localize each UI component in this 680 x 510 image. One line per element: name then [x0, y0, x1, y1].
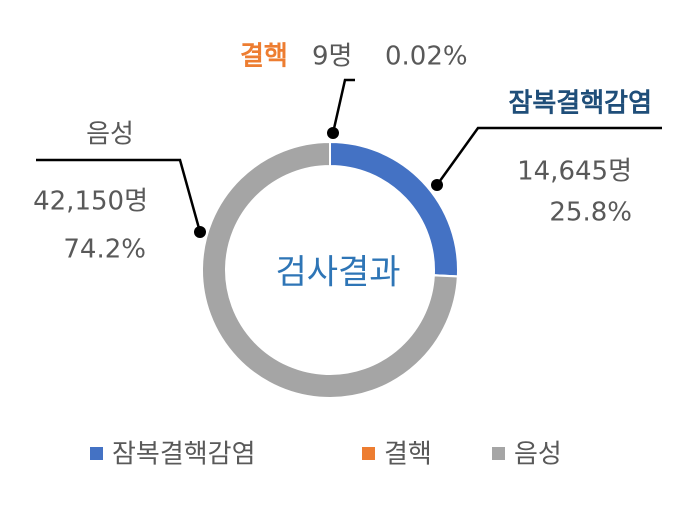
center-label: 검사결과 [275, 253, 400, 293]
donut-slice [201, 140, 459, 399]
legend-swatch [492, 447, 505, 460]
leader-line [435, 126, 662, 186]
slice-percent: 74.2% [63, 235, 146, 265]
slice-count: 42,150명 [33, 187, 148, 217]
legend-label: 음성 [514, 440, 562, 470]
leader-dot [194, 226, 206, 238]
legend-label: 결핵 [384, 440, 432, 470]
slice-name: 음성 [86, 120, 134, 150]
leader-dot [327, 127, 339, 139]
leader-line [331, 78, 355, 134]
leader-line [36, 158, 202, 233]
slice-percent: 0.02% [385, 42, 468, 72]
slice-name: 결핵 [240, 42, 288, 72]
slice-percent: 25.8% [549, 198, 632, 228]
legend-swatch [90, 447, 103, 460]
legend-swatch [362, 447, 375, 460]
leader-dot [431, 179, 443, 191]
slice-count: 14,645명 [517, 157, 632, 187]
slice-name: 잠복결핵감염 [508, 89, 652, 119]
legend-label: 잠복결핵감염 [112, 440, 256, 470]
slice-count: 9명 [312, 42, 352, 72]
